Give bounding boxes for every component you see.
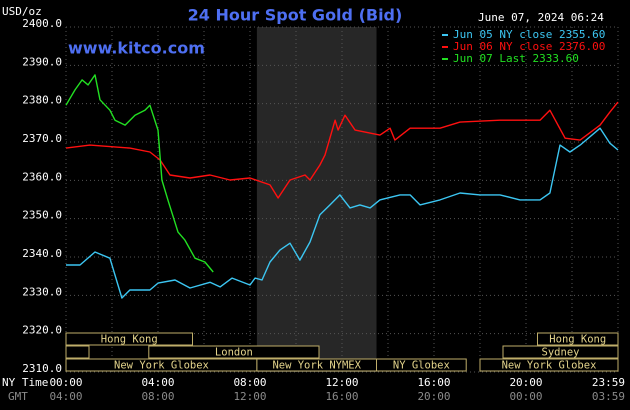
- x-tick-label: 04:00: [141, 376, 174, 389]
- y-tick-label: 2370.0: [22, 132, 62, 145]
- website: www.kitco.com: [68, 39, 205, 58]
- x-axis-label: NY Time: [2, 376, 48, 389]
- legend-label: Jun 05 NY close 2355.60: [453, 28, 605, 41]
- x-tick-label: 23:59: [592, 376, 625, 389]
- x2-tick-label: 08:00: [141, 390, 174, 403]
- x-tick-label: 20:00: [509, 376, 542, 389]
- shaded-band: [256, 27, 377, 372]
- y-tick-label: 2340.0: [22, 247, 62, 260]
- y-tick-label: 2360.0: [22, 170, 62, 183]
- y-tick-label: 2330.0: [22, 285, 62, 298]
- x2-tick-label: 03:59: [592, 390, 625, 403]
- x2-axis-label: GMT: [8, 390, 28, 403]
- session-label: London: [215, 347, 253, 359]
- chart-title: 24 Hour Spot Gold (Bid): [188, 6, 403, 25]
- y-tick-label: 2390.0: [22, 55, 62, 68]
- y-tick-label: 2320.0: [22, 324, 62, 337]
- session-label: New York Globex: [502, 360, 597, 372]
- series-line: [65, 74, 214, 273]
- x2-tick-label: 00:00: [509, 390, 542, 403]
- session-box: [148, 345, 320, 359]
- session-label: Hong Kong: [549, 334, 606, 346]
- x-tick-label: 12:00: [325, 376, 358, 389]
- series-line: [65, 101, 619, 199]
- legend-label: Jun 06 NY close 2376.00: [453, 40, 605, 53]
- session-box: [65, 332, 193, 346]
- session-box: [479, 358, 619, 372]
- x-tick-label: 00:00: [49, 376, 82, 389]
- x-tick-label: 16:00: [417, 376, 450, 389]
- session-box: [65, 345, 90, 359]
- plot-background: [65, 26, 619, 373]
- timestamp: June 07, 2024 06:24: [478, 11, 604, 24]
- x-tick-label: 08:00: [233, 376, 266, 389]
- session-box: [376, 358, 467, 372]
- y-tick-label: 2310.0: [22, 362, 62, 375]
- session-label: Hong Kong: [101, 334, 158, 346]
- session-label: New York Globex: [114, 360, 209, 372]
- x2-tick-label: 04:00: [49, 390, 82, 403]
- x2-tick-label: 12:00: [233, 390, 266, 403]
- y-tick-label: 2400.0: [22, 17, 62, 30]
- x2-tick-label: 16:00: [325, 390, 358, 403]
- x2-tick-label: 20:00: [417, 390, 450, 403]
- legend-label: Jun 07 Last 2333.60: [453, 52, 579, 65]
- session-label: Sydney: [542, 347, 580, 359]
- session-label: New York NYMEX: [272, 360, 361, 372]
- session-box: [537, 332, 619, 346]
- y-tick-label: 2350.0: [22, 209, 62, 222]
- session-box: [502, 345, 619, 359]
- series-line: [66, 127, 619, 299]
- session-label: NY Globex: [393, 360, 450, 372]
- y-tick-label: 2380.0: [22, 94, 62, 107]
- y-axis-label: USD/oz: [2, 5, 42, 18]
